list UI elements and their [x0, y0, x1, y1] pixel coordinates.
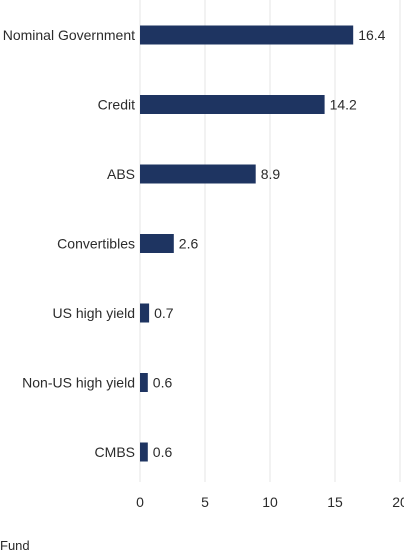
legend-label: Fund [0, 538, 30, 553]
bar-cmbs [140, 442, 148, 462]
bar-nominal-government [140, 25, 354, 45]
category-label: Non-US high yield [22, 375, 135, 391]
category-label: CMBS [95, 444, 135, 460]
value-label: 0.6 [153, 444, 173, 460]
category-label: Convertibles [57, 236, 135, 252]
x-tick-label: 0 [136, 494, 144, 510]
x-tick-label: 15 [327, 494, 343, 510]
category-label: Nominal Government [3, 27, 135, 43]
value-label: 8.9 [261, 166, 281, 182]
value-label: 0.6 [153, 375, 173, 391]
x-tick-label: 5 [201, 494, 209, 510]
category-label: ABS [107, 166, 135, 182]
value-label: 2.6 [179, 236, 199, 252]
bar-credit [140, 95, 325, 114]
category-label: Credit [98, 97, 135, 113]
value-label: 16.4 [358, 27, 385, 43]
value-label: 0.7 [154, 305, 174, 321]
x-tick-label: 10 [262, 494, 278, 510]
x-tick-label: 20 [392, 494, 404, 510]
bar-abs [140, 164, 256, 184]
value-label: 14.2 [330, 97, 357, 113]
category-label: US high yield [53, 305, 136, 321]
bar-non-us-high-yield [140, 373, 148, 392]
bar-convertibles [140, 234, 174, 253]
bar-us-high-yield [140, 303, 150, 323]
